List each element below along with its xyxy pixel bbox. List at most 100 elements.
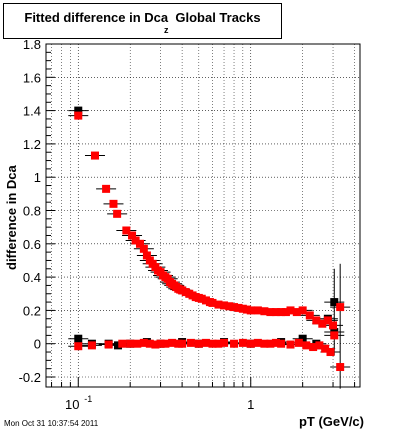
title-subscript: z <box>164 25 169 35</box>
red-data-point <box>74 111 83 120</box>
red-data-point <box>145 339 154 348</box>
red-data-point <box>208 298 217 307</box>
red-data-point <box>318 319 327 328</box>
data-points <box>68 106 351 372</box>
red-data-point <box>197 294 206 303</box>
red-data-point <box>302 341 311 350</box>
red-data-point <box>122 226 131 235</box>
y-tick-label: 1.4 <box>23 104 41 119</box>
black-data-point <box>298 334 307 343</box>
y-tick-label: 0.4 <box>23 270 41 285</box>
red-data-point <box>238 338 247 347</box>
red-data-point <box>87 341 96 350</box>
red-data-point <box>128 231 137 240</box>
plot-frame <box>45 43 361 388</box>
black-data-point <box>74 106 83 115</box>
red-data-point <box>266 308 275 317</box>
red-data-point <box>266 339 275 348</box>
red-data-point <box>336 363 345 372</box>
red-data-point <box>277 339 286 348</box>
red-data-point <box>326 348 335 357</box>
red-data-point <box>260 307 269 316</box>
title-suffix: Global Tracks <box>175 10 261 25</box>
red-data-point <box>230 339 239 348</box>
red-data-point <box>156 339 165 348</box>
red-data-point <box>286 340 295 349</box>
red-data-point <box>186 338 195 347</box>
y-tick-label: 0.2 <box>23 303 41 318</box>
y-tick-label: 1.6 <box>23 70 41 85</box>
red-data-point <box>336 303 345 312</box>
red-data-point <box>133 339 142 348</box>
red-data-point <box>253 338 262 347</box>
red-data-point <box>214 339 223 348</box>
red-data-point <box>246 306 255 315</box>
timestamp: Mon Oct 31 10:37:54 2011 <box>4 419 99 428</box>
y-tick-label: 1.8 <box>23 37 41 52</box>
black-data-point <box>330 298 339 307</box>
red-data-point <box>102 184 111 193</box>
red-data-point <box>230 303 239 312</box>
red-data-point <box>271 338 280 347</box>
y-tick-label: 0.6 <box>23 237 41 252</box>
y-axis-label: difference in Dca <box>4 165 19 270</box>
black-data-point <box>114 341 123 350</box>
red-data-point <box>238 304 247 313</box>
red-data-point <box>104 340 113 349</box>
red-data-point <box>330 331 339 340</box>
x-tick-label: 10 <box>65 397 79 412</box>
title-main: Fitted difference in Dca <box>24 10 169 25</box>
red-data-point <box>260 339 269 348</box>
red-data-point <box>161 339 170 348</box>
red-data-point <box>113 209 122 218</box>
red-data-point <box>74 342 83 351</box>
red-data-point <box>142 251 151 260</box>
y-tick-label: 1 <box>34 170 41 185</box>
x-axis-label: pT (GeV/c) <box>298 414 364 429</box>
red-data-point <box>294 338 303 347</box>
red-data-point <box>298 306 307 315</box>
x-axis: 10 -1 1 <box>51 377 356 412</box>
red-data-point <box>220 301 229 310</box>
x-tick-label: 1 <box>247 397 254 412</box>
y-axis: -0.2 0 0.2 0.4 0.6 0.8 1 1.2 1.4 1.6 1.8 <box>19 37 55 385</box>
red-data-point <box>136 239 145 248</box>
y-tick-label: -0.2 <box>19 370 41 385</box>
grid-lines <box>46 43 360 387</box>
y-tick-label: 0.8 <box>23 204 41 219</box>
black-data-point <box>74 334 83 343</box>
red-data-point <box>281 308 290 317</box>
red-data-point <box>208 339 217 348</box>
y-tick-label: 1.2 <box>23 137 41 152</box>
red-data-point <box>234 303 243 312</box>
red-data-point <box>321 344 330 353</box>
red-data-point <box>253 306 262 315</box>
red-data-point <box>131 236 140 245</box>
red-data-point <box>225 302 234 311</box>
chart-title: Fitted difference in Dca Global Tracks <box>4 10 281 25</box>
red-data-point <box>201 338 210 347</box>
red-data-point <box>312 316 321 325</box>
red-data-point <box>271 308 280 317</box>
red-data-point <box>118 339 127 348</box>
red-data-point <box>286 306 295 315</box>
red-data-point <box>151 340 160 349</box>
red-data-point <box>126 339 135 348</box>
title-box: Fitted difference in Dca Global Tracks z <box>3 3 282 39</box>
red-data-point <box>329 321 338 330</box>
red-data-point <box>323 316 332 325</box>
red-data-point <box>277 308 286 317</box>
red-data-point <box>214 300 223 309</box>
red-data-point <box>292 308 301 317</box>
red-data-point <box>246 339 255 348</box>
red-data-point <box>109 199 118 208</box>
red-data-point <box>315 341 324 350</box>
x-tick-label-exponent: -1 <box>84 394 92 404</box>
y-tick-label: 0 <box>34 337 41 352</box>
red-data-point <box>178 339 187 348</box>
red-data-point <box>90 151 99 160</box>
red-data-point <box>309 343 318 352</box>
red-data-point <box>168 338 177 347</box>
red-data-point <box>194 339 203 348</box>
